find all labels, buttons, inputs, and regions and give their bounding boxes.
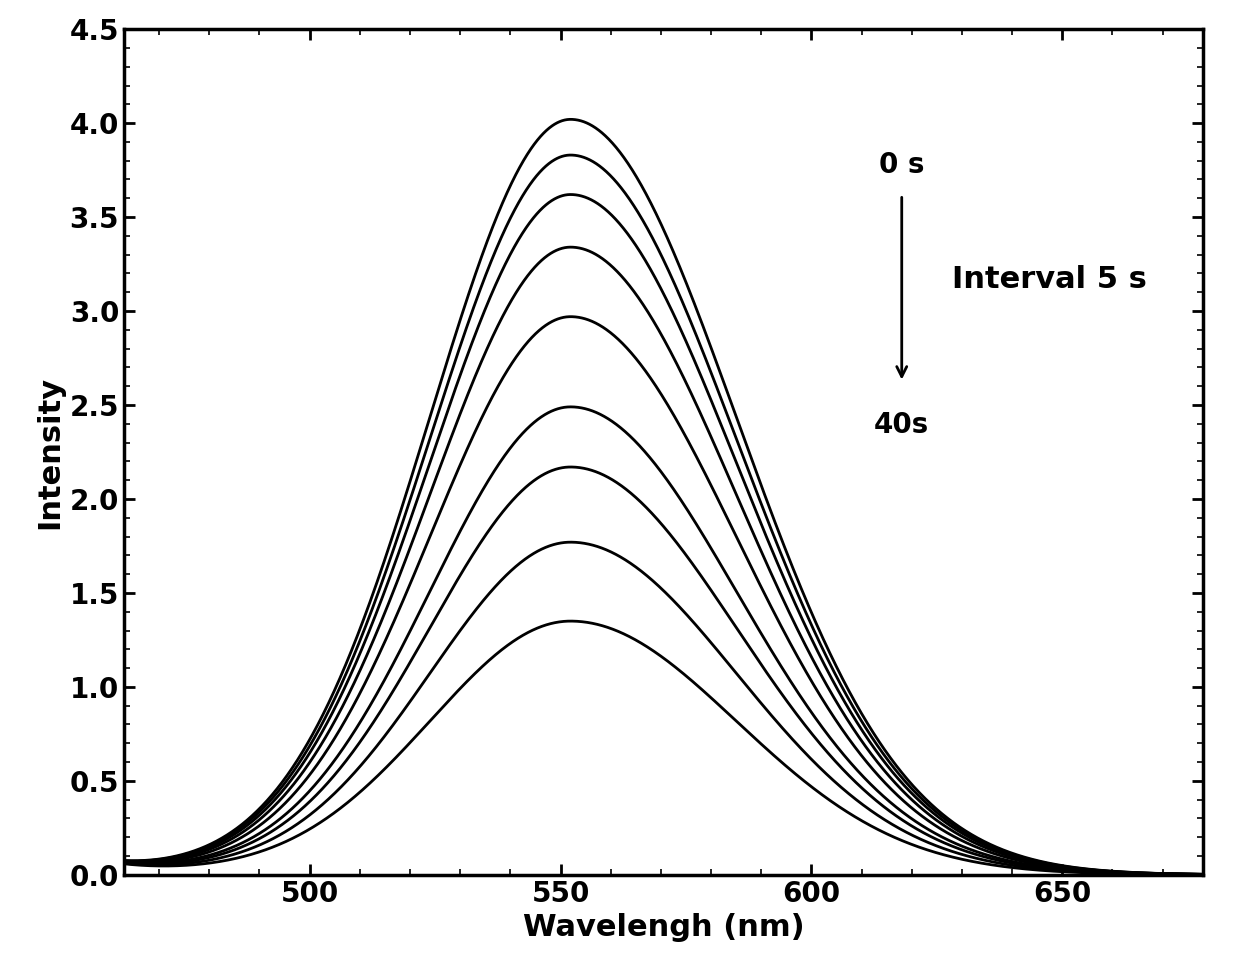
Text: 40s: 40s	[874, 410, 929, 438]
Text: Interval 5 s: Interval 5 s	[952, 264, 1147, 294]
Y-axis label: Intensity: Intensity	[35, 375, 64, 529]
X-axis label: Wavelengh (nm): Wavelengh (nm)	[522, 914, 805, 942]
Text: 0 s: 0 s	[879, 152, 925, 180]
